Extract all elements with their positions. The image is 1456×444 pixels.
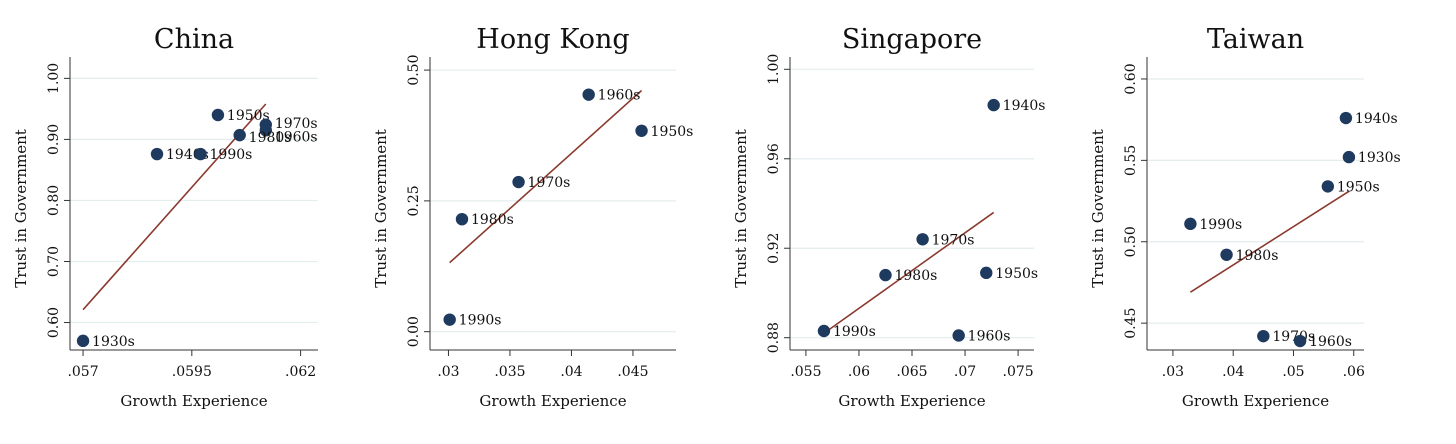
x-tick-label: .07 (954, 364, 976, 380)
point-label-1980s: 1980s (894, 268, 937, 284)
panel-title: Taiwan (1207, 24, 1304, 55)
y-tick-label: 0.92 (766, 233, 782, 264)
data-point-1940s (150, 147, 164, 161)
data-point-1980s (233, 128, 246, 142)
y-axis-title: Trust in Government (12, 129, 30, 288)
point-label-1950s: 1950s (227, 108, 270, 124)
fit-line (1189, 190, 1350, 293)
panel-title: Hong Kong (476, 24, 629, 55)
point-label-1970s: 1970s (932, 232, 975, 248)
x-tick-label: .06 (1343, 364, 1365, 380)
x-axis-title: Growth Experience (838, 392, 985, 410)
point-label-1950s: 1950s (1337, 179, 1380, 195)
y-tick-label: 0.90 (46, 124, 62, 155)
data-point-1990s (1184, 217, 1197, 231)
y-tick-label: 0.88 (766, 322, 782, 353)
fit-line (449, 89, 643, 264)
point-label-1980s: 1980s (249, 130, 292, 146)
point-label-1990s: 1990s (1199, 217, 1242, 233)
data-point-1990s (194, 147, 207, 161)
y-tick-label: 0.70 (46, 246, 62, 277)
point-label-1970s: 1970s (275, 116, 318, 132)
y-tick-label: 0.50 (406, 54, 422, 85)
y-axis-title: Trust in Government (732, 129, 750, 288)
data-point-1970s (512, 175, 525, 189)
data-point-1960s (1293, 334, 1307, 348)
x-axis-title: Growth Experience (1182, 392, 1329, 410)
data-point-1990s (817, 324, 831, 338)
data-point-1970s (1257, 329, 1270, 343)
x-axis-title: Growth Experience (120, 392, 267, 410)
data-point-1990s (443, 313, 456, 326)
x-tick-label: .035 (494, 364, 525, 380)
point-label-1940s: 1940s (1355, 111, 1398, 127)
panel-china: 0.60 0.70 0.80 0.90 1.00 .057 .0595 .062 China Gr… (12, 24, 318, 410)
point-label-1990s: 1990s (833, 324, 876, 340)
fit-line (823, 211, 995, 334)
data-point-1950s (635, 124, 648, 137)
x-tick-label: .05 (1282, 364, 1304, 380)
point-label-1990s: 1990s (459, 313, 502, 329)
point-label-1980s: 1980s (471, 212, 514, 228)
x-axis-title: Growth Experience (479, 392, 626, 410)
x-tick-label: .04 (1222, 364, 1244, 380)
point-label-1940s: 1940s (1003, 98, 1046, 114)
data-point-1940s (1339, 111, 1353, 125)
data-point-1960s (582, 88, 595, 101)
y-tick-label: 0.50 (1123, 226, 1139, 257)
data-point-1980s (879, 268, 892, 282)
data-point-1980s (1220, 248, 1233, 261)
x-tick-label: .03 (1162, 364, 1184, 380)
point-label-1960s: 1960s (1309, 334, 1352, 350)
point-label-1990s: 1990s (210, 147, 253, 163)
data-point-1970s (259, 118, 272, 131)
data-point-1960s (952, 329, 965, 342)
x-tick-label: .03 (437, 364, 459, 380)
data-point-1970s (916, 233, 929, 246)
point-label-1980s: 1980s (1236, 248, 1279, 264)
x-tick-label: .045 (617, 364, 648, 380)
point-label-1930s: 1930s (92, 334, 135, 350)
x-tick-label: .0595 (172, 364, 212, 380)
panel-title: Singapore (842, 24, 982, 55)
x-tick-label: .065 (896, 364, 927, 380)
y-axis-title: Trust in Government (1089, 129, 1107, 288)
panel-hong-kong: 0.00 0.25 0.50 .03 .035 .04 .045 Hong Kong Growt… (372, 24, 693, 410)
point-label-1970s: 1970s (528, 175, 571, 191)
data-point-1950s (1321, 180, 1335, 193)
point-label-1960s: 1960s (598, 88, 641, 104)
x-tick-label: .057 (67, 364, 98, 380)
y-tick-label: 0.60 (1123, 63, 1139, 94)
y-tick-label: 0.60 (46, 307, 62, 338)
data-point-1950s (980, 266, 993, 280)
y-tick-label: 0.80 (46, 185, 62, 216)
y-tick-label: 0.25 (406, 185, 422, 216)
y-tick-label: 0.45 (1123, 308, 1139, 339)
x-tick-label: .04 (560, 364, 582, 380)
data-point-1980s (455, 212, 469, 226)
x-tick-label: .06 (848, 364, 870, 380)
data-point-1940s (987, 98, 1000, 112)
y-tick-label: 1.00 (766, 54, 782, 85)
panel-taiwan: 0.45 0.50 0.55 0.60 .03 .04 .05 .06 Taiwan Growth… (1089, 24, 1401, 410)
y-axis-title: Trust in Government (372, 129, 390, 288)
point-label-1960s: 1960s (275, 129, 318, 145)
point-label-1960s: 1960s (968, 328, 1011, 344)
panel-title: China (154, 24, 234, 55)
y-tick-label: 0.96 (766, 143, 782, 174)
x-tick-label: .075 (1003, 364, 1034, 380)
data-point-1930s (1342, 150, 1356, 164)
x-tick-label: .062 (285, 364, 316, 380)
point-label-1950s: 1950s (995, 266, 1038, 282)
y-tick-label: 0.00 (406, 316, 422, 347)
y-tick-label: 0.55 (1123, 145, 1139, 176)
data-point-1950s (211, 108, 225, 122)
point-label-1930s: 1930s (1358, 150, 1401, 166)
y-tick-label: 1.00 (46, 63, 62, 94)
panel-singapore: 0.88 0.92 0.96 1.00 .055 .06 .065 .07 .075 Singap… (732, 24, 1046, 410)
point-label-1950s: 1950s (651, 124, 694, 140)
data-point-1930s (76, 334, 90, 348)
x-tick-label: .055 (790, 364, 821, 380)
